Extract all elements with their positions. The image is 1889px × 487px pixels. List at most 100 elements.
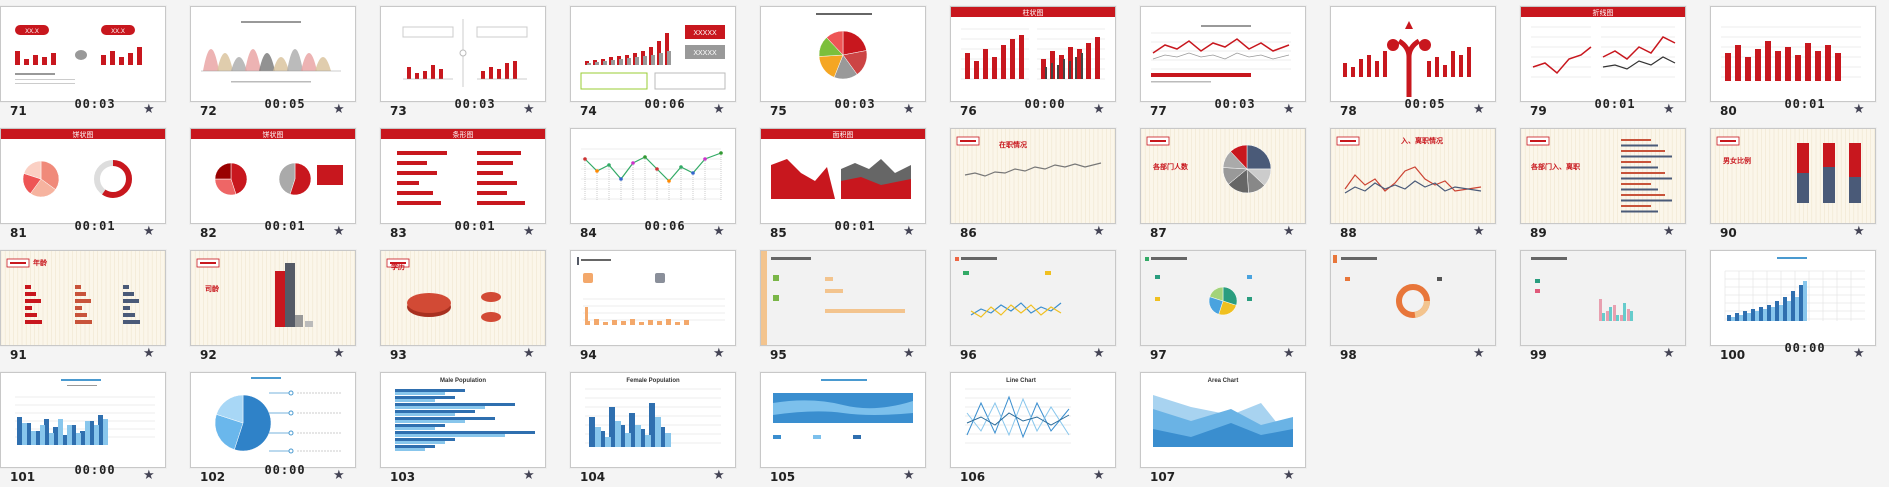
transition-star-icon[interactable]: ★ [903,223,915,238]
slide-preview[interactable] [1330,250,1496,346]
slide-preview[interactable] [1710,6,1876,102]
transition-star-icon[interactable]: ★ [143,345,155,360]
slide-thumbnail-72[interactable]: 72 00:05 ★ [190,0,380,121]
slide-preview[interactable]: 各部门人数 [1140,128,1306,224]
transition-star-icon[interactable]: ★ [523,345,535,360]
slide-thumbnail-96[interactable]: 96 ★ [950,244,1140,365]
transition-star-icon[interactable]: ★ [1283,101,1295,116]
transition-star-icon[interactable]: ★ [1663,345,1675,360]
slide-thumbnail-85[interactable]: 面积图 85 00:01 ★ [760,122,950,243]
slide-preview[interactable]: 入、离职情况 [1330,128,1496,224]
transition-star-icon[interactable]: ★ [143,467,155,482]
transition-star-icon[interactable]: ★ [333,345,345,360]
slide-thumbnail-86[interactable]: 在职情况 86 ★ [950,122,1140,243]
transition-star-icon[interactable]: ★ [903,345,915,360]
transition-star-icon[interactable]: ★ [1473,101,1485,116]
transition-star-icon[interactable]: ★ [1473,223,1485,238]
slide-preview[interactable]: 在职情况 [950,128,1116,224]
slide-thumbnail-84[interactable]: 84 00:06 ★ [570,122,760,243]
slide-thumbnail-95[interactable]: 95 ★ [760,244,950,365]
slide-preview[interactable]: Female Population [570,372,736,468]
slide-preview[interactable] [570,128,736,224]
transition-star-icon[interactable]: ★ [333,101,345,116]
slide-thumbnail-106[interactable]: Line Chart 106 ★ [950,366,1140,487]
transition-star-icon[interactable]: ★ [523,101,535,116]
slide-preview[interactable]: 条形图 [380,128,546,224]
transition-star-icon[interactable]: ★ [713,467,725,482]
slide-preview[interactable]: XXXXX XXXXX [570,6,736,102]
transition-star-icon[interactable]: ★ [143,101,155,116]
slide-thumbnail-90[interactable]: 男女比例 90 ★ [1710,122,1889,243]
transition-star-icon[interactable]: ★ [1093,101,1105,116]
slide-preview[interactable]: 学历 [380,250,546,346]
slide-thumbnail-98[interactable]: 98 ★ [1330,244,1520,365]
slide-thumbnail-100[interactable]: 100 00:00 ★ [1710,244,1889,365]
transition-star-icon[interactable]: ★ [713,101,725,116]
slide-preview[interactable] [1140,6,1306,102]
slide-thumbnail-105[interactable]: 105 ★ [760,366,950,487]
slide-thumbnail-92[interactable]: 司龄 92 ★ [190,244,380,365]
transition-star-icon[interactable]: ★ [1283,467,1295,482]
slide-thumbnail-91[interactable]: 年龄 91 ★ [0,244,190,365]
slide-thumbnail-71[interactable]: XX.X XX.X 71 00:03 ★ [0,0,190,121]
slide-preview[interactable] [1140,250,1306,346]
slide-thumbnail-94[interactable]: 94 ★ [570,244,760,365]
slide-preview[interactable]: Area Chart [1140,372,1306,468]
transition-star-icon[interactable]: ★ [1853,101,1865,116]
transition-star-icon[interactable]: ★ [1093,345,1105,360]
transition-star-icon[interactable]: ★ [523,223,535,238]
transition-star-icon[interactable]: ★ [713,223,725,238]
slide-preview[interactable]: XX.X XX.X [0,6,166,102]
slide-thumbnail-101[interactable]: 101 00:00 ★ [0,366,190,487]
transition-star-icon[interactable]: ★ [1853,345,1865,360]
transition-star-icon[interactable]: ★ [1283,223,1295,238]
slide-thumbnail-76[interactable]: 柱状图 76 00:00 ★ [950,0,1140,121]
slide-thumbnail-74[interactable]: XXXXX XXXXX 74 00:06 ★ [570,0,760,121]
slide-thumbnail-88[interactable]: 入、离职情况 88 ★ [1330,122,1520,243]
slide-thumbnail-104[interactable]: Female Population 104 ★ [570,366,760,487]
transition-star-icon[interactable]: ★ [1093,467,1105,482]
slide-preview[interactable]: 柱状图 [950,6,1116,102]
slide-preview[interactable]: 男女比例 [1710,128,1876,224]
slide-thumbnail-99[interactable]: 99 ★ [1520,244,1710,365]
transition-star-icon[interactable]: ★ [1093,223,1105,238]
transition-star-icon[interactable]: ★ [1473,345,1485,360]
slide-preview[interactable]: 司龄 [190,250,356,346]
slide-preview[interactable] [950,250,1116,346]
slide-preview[interactable] [760,6,926,102]
slide-thumbnail-102[interactable]: 102 00:00 ★ [190,366,380,487]
transition-star-icon[interactable]: ★ [1663,223,1675,238]
slide-preview[interactable]: 饼状图 [0,128,166,224]
slide-thumbnail-81[interactable]: 饼状图 81 00:01 ★ [0,122,190,243]
slide-thumbnail-75[interactable]: 75 00:03 ★ [760,0,950,121]
slide-preview[interactable]: 折线图 [1520,6,1686,102]
slide-thumbnail-80[interactable]: 80 00:01 ★ [1710,0,1889,121]
slide-thumbnail-77[interactable]: 77 00:03 ★ [1140,0,1330,121]
slide-preview[interactable]: 各部门入、离职 [1520,128,1686,224]
slide-thumbnail-78[interactable]: 78 00:05 ★ [1330,0,1520,121]
transition-star-icon[interactable]: ★ [333,223,345,238]
slide-preview[interactable] [760,250,926,346]
slide-preview[interactable]: 年龄 [0,250,166,346]
slide-preview[interactable]: Male Population [380,372,546,468]
slide-preview[interactable]: 面积图 [760,128,926,224]
transition-star-icon[interactable]: ★ [903,467,915,482]
transition-star-icon[interactable]: ★ [523,467,535,482]
slide-thumbnail-107[interactable]: Area Chart 107 ★ [1140,366,1330,487]
transition-star-icon[interactable]: ★ [1663,101,1675,116]
slide-thumbnail-83[interactable]: 条形图 83 00:01 ★ [380,122,570,243]
slide-thumbnail-93[interactable]: 学历 93 ★ [380,244,570,365]
slide-preview[interactable] [1330,6,1496,102]
transition-star-icon[interactable]: ★ [903,101,915,116]
transition-star-icon[interactable]: ★ [1853,223,1865,238]
slide-preview[interactable] [0,372,166,468]
slide-preview[interactable] [190,6,356,102]
slide-thumbnail-103[interactable]: Male Population 103 ★ [380,366,570,487]
slide-preview[interactable] [190,372,356,468]
slide-preview[interactable] [570,250,736,346]
transition-star-icon[interactable]: ★ [333,467,345,482]
slide-preview[interactable] [1710,250,1876,346]
transition-star-icon[interactable]: ★ [143,223,155,238]
slide-preview[interactable] [760,372,926,468]
slide-thumbnail-73[interactable]: 73 00:03 ★ [380,0,570,121]
